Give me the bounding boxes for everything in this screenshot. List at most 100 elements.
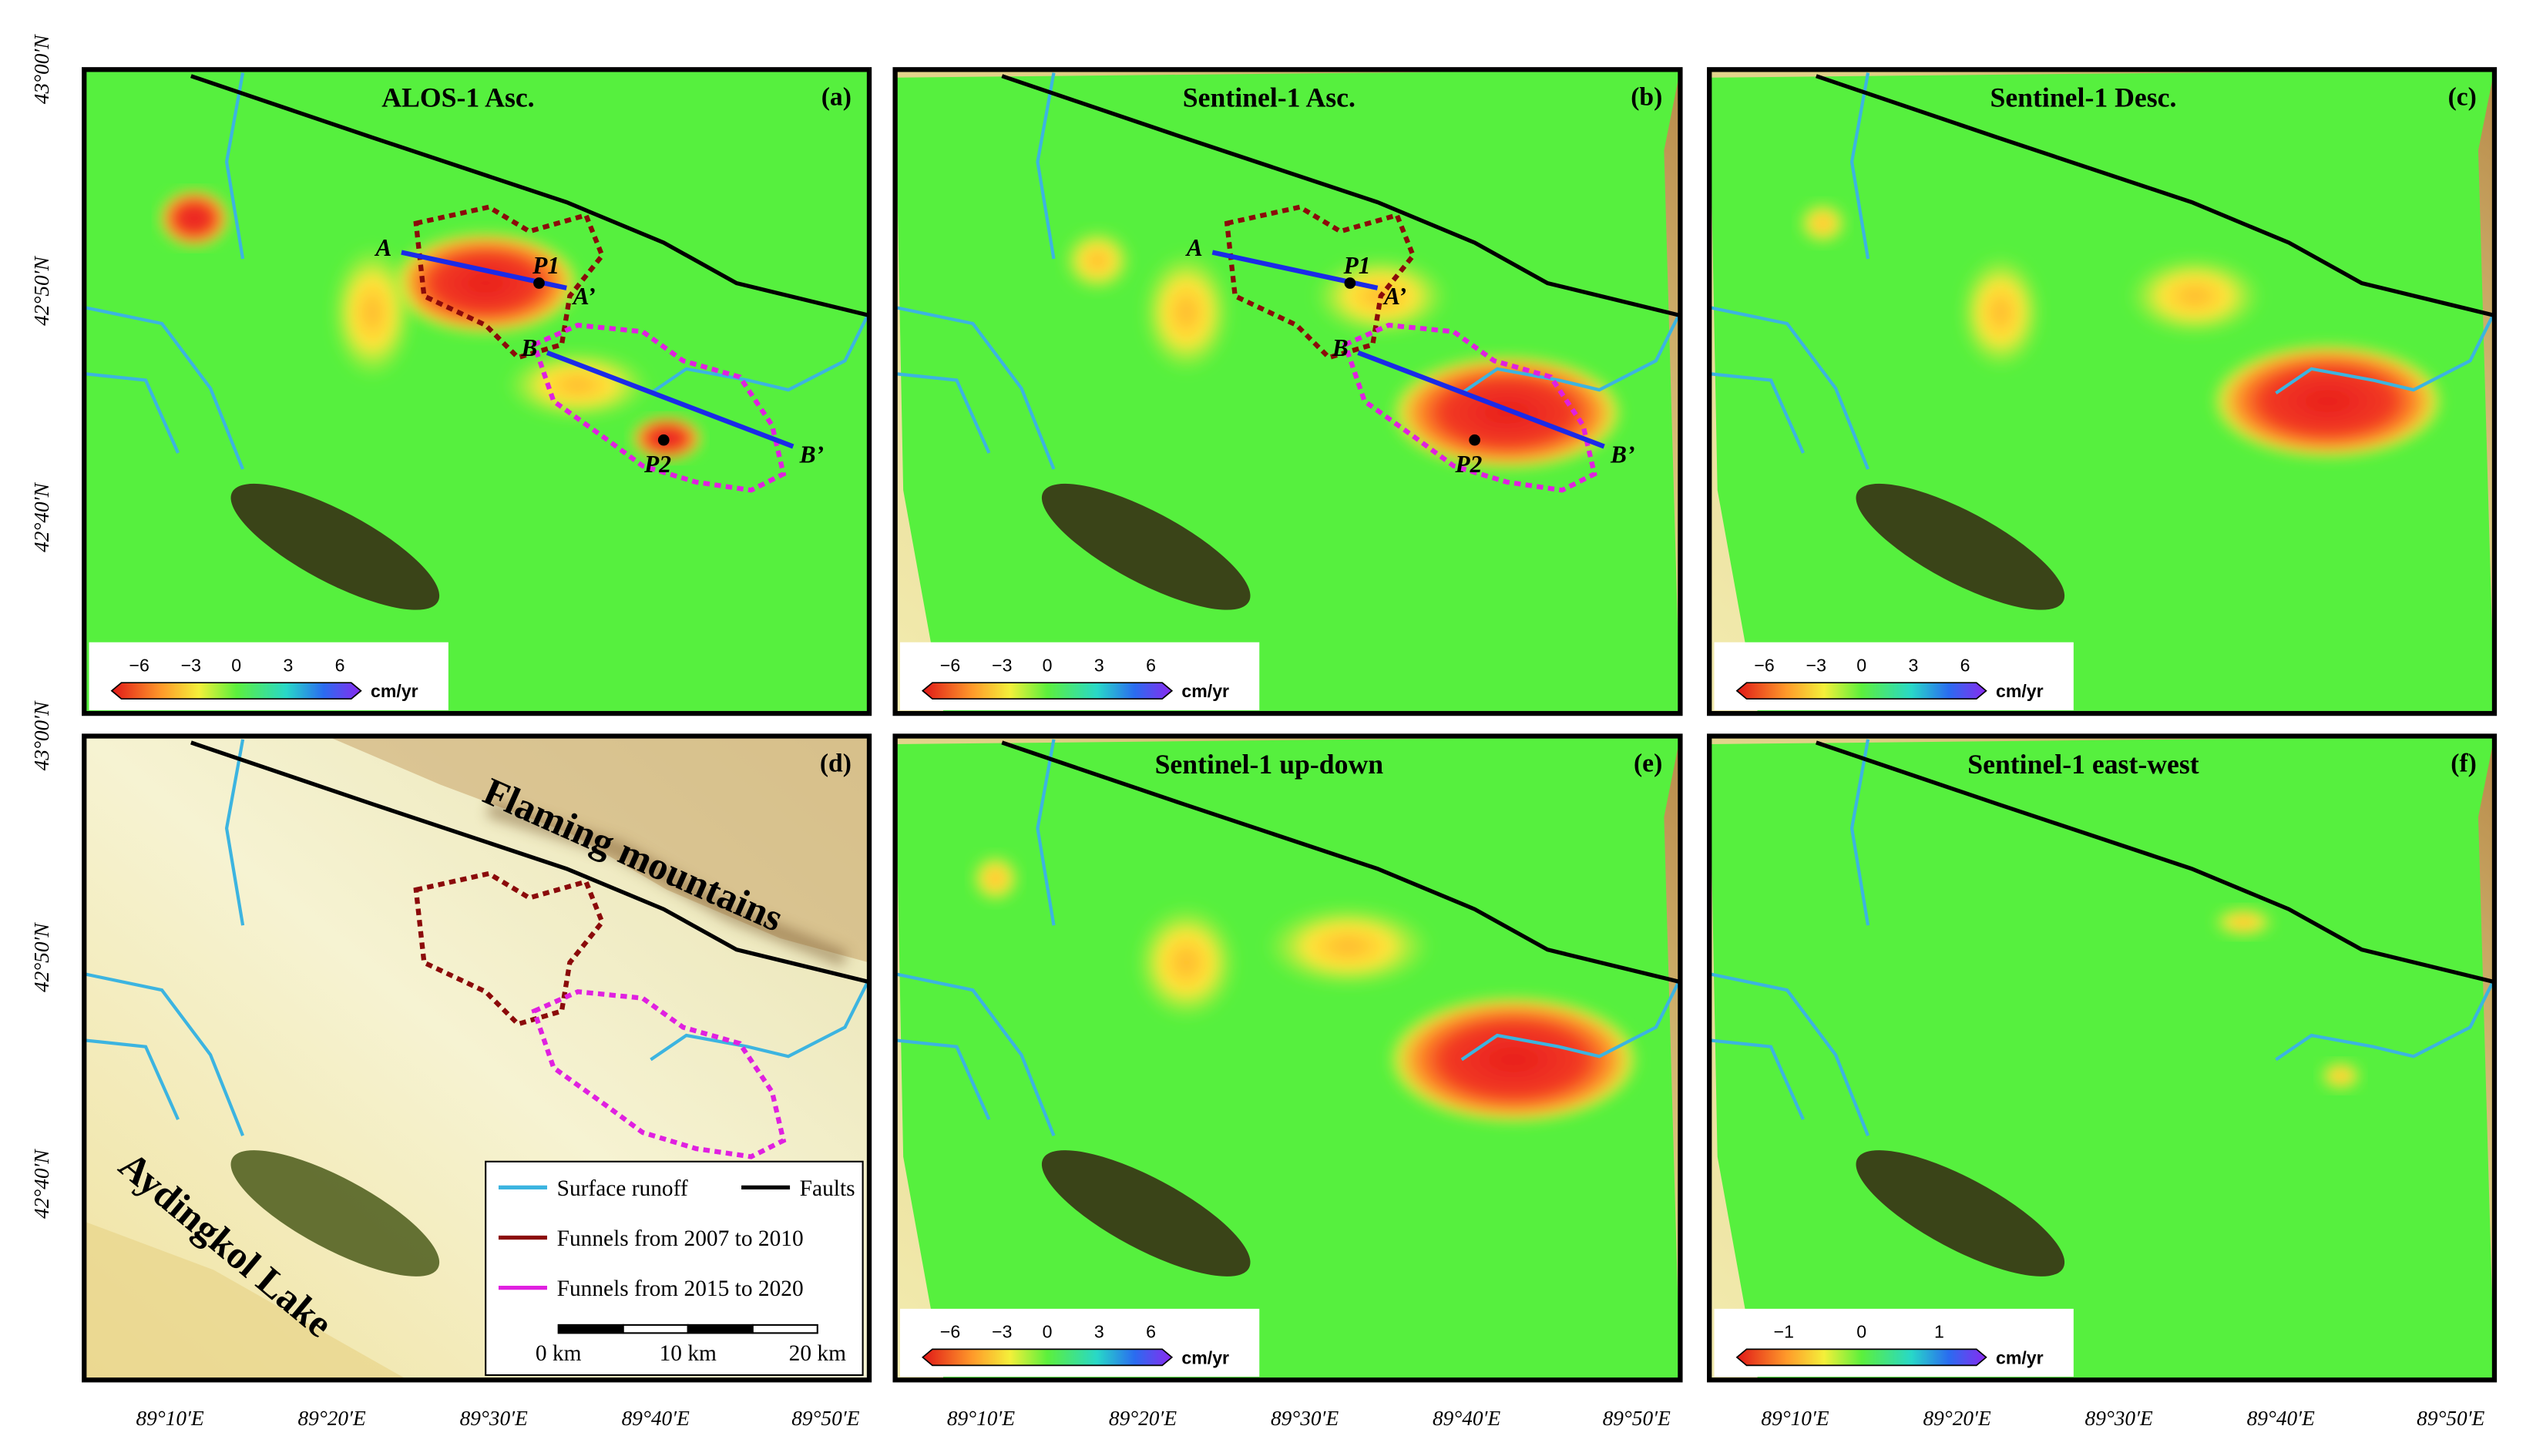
legend-label: Funnels from 2015 to 2020 bbox=[557, 1277, 804, 1301]
point-label: P1 bbox=[532, 252, 559, 279]
legend-label: Faults bbox=[800, 1176, 855, 1201]
map-content bbox=[895, 736, 1681, 1381]
funnel-2015-2020 bbox=[1342, 322, 1597, 493]
colorbar-tick: 6 bbox=[1146, 1322, 1156, 1342]
colorbar-tick: −3 bbox=[992, 1322, 1012, 1342]
lake-area bbox=[1856, 1150, 2065, 1277]
point bbox=[1344, 277, 1356, 289]
fault bbox=[190, 740, 870, 985]
point-label: P1 bbox=[1342, 252, 1370, 279]
funnel-2007-2010 bbox=[1224, 204, 1416, 361]
deformation-zone bbox=[2211, 906, 2276, 938]
frame bbox=[892, 733, 1683, 1383]
funnel-2015-2020 bbox=[531, 989, 787, 1159]
frame bbox=[1707, 733, 2498, 1383]
deformation-zone bbox=[1140, 250, 1232, 374]
river bbox=[650, 978, 870, 1062]
colorbar-tick: −3 bbox=[1806, 656, 1826, 676]
x-axis-label: 89°50′E bbox=[1603, 1407, 1671, 1430]
colorbar-tick: 6 bbox=[1960, 656, 1970, 676]
river bbox=[2275, 311, 2494, 395]
colorbar-tick: 0 bbox=[231, 656, 241, 676]
deformation-zone bbox=[1958, 253, 2043, 371]
fault bbox=[1001, 740, 1681, 985]
lake-area bbox=[1041, 1150, 1251, 1277]
colorbar-unit: cm/yr bbox=[1996, 1347, 2044, 1367]
legend-label: Funnels from 2007 to 2010 bbox=[557, 1226, 804, 1251]
river bbox=[1709, 305, 1870, 470]
river bbox=[2275, 978, 2494, 1062]
colorbar-unit: cm/yr bbox=[1181, 1347, 1229, 1367]
river bbox=[1849, 72, 1870, 260]
colorbar-tick: −6 bbox=[940, 656, 960, 676]
panel-title: Sentinel-1 east-west bbox=[1967, 749, 2199, 780]
colorbar-tick: 0 bbox=[1856, 656, 1866, 676]
scale-segment bbox=[622, 1323, 689, 1334]
panel-title: ALOS-1 Asc. bbox=[381, 82, 534, 113]
x-axis-label: 89°50′E bbox=[791, 1407, 859, 1430]
x-axis-label: 89°40′E bbox=[1433, 1407, 1500, 1430]
colorbar-tick: −3 bbox=[181, 656, 201, 676]
panel-title: Sentinel-1 up-down bbox=[1155, 749, 1384, 780]
y-axis-label: 42°50′N bbox=[30, 922, 53, 992]
point bbox=[1469, 434, 1480, 446]
profile-line bbox=[1357, 350, 1605, 449]
river bbox=[895, 1038, 991, 1121]
deformation-zone bbox=[1796, 200, 1849, 247]
deformation-zone bbox=[969, 852, 1022, 904]
colorbar-tick: 3 bbox=[1094, 656, 1104, 676]
scale-label: 10 km bbox=[660, 1341, 717, 1366]
x-axis-label: 89°20′E bbox=[298, 1407, 366, 1430]
lake-area bbox=[230, 483, 440, 610]
fault bbox=[190, 74, 870, 318]
x-axis-label: 89°30′E bbox=[460, 1407, 528, 1430]
profile-end: A’ bbox=[1382, 283, 1406, 310]
profile-start: A bbox=[374, 234, 391, 261]
river bbox=[224, 72, 245, 260]
map-content bbox=[895, 69, 1681, 714]
frame bbox=[892, 67, 1683, 716]
river bbox=[650, 311, 870, 395]
deformation-zone bbox=[158, 189, 230, 248]
map-content bbox=[1709, 736, 2494, 1381]
colorbar: −6 −3 0 3 6 cm/yr bbox=[89, 642, 448, 710]
fault bbox=[1815, 740, 2494, 985]
map-content bbox=[1709, 69, 2494, 714]
colorbar-tick: 3 bbox=[283, 656, 293, 676]
river bbox=[895, 305, 1056, 470]
map-content bbox=[84, 69, 870, 714]
scale-label: 20 km bbox=[789, 1341, 846, 1366]
fault bbox=[1815, 74, 2494, 318]
panel-letter: (c) bbox=[2448, 83, 2477, 112]
colorbar-tick: 0 bbox=[1856, 1322, 1866, 1342]
frame bbox=[82, 67, 872, 716]
y-axis-label: 43°00′N bbox=[30, 700, 53, 770]
funnel-2007-2010 bbox=[413, 871, 606, 1027]
colorbar-tick: −6 bbox=[129, 656, 149, 676]
river bbox=[224, 739, 245, 926]
profile-end: B’ bbox=[799, 441, 825, 468]
legend: Surface runoff Faults Funnels from 2007 to… bbox=[485, 1160, 864, 1377]
deformation-field bbox=[1709, 736, 2494, 1381]
y-axis-label: 42°40′N bbox=[30, 481, 53, 552]
x-axis-label: 89°20′E bbox=[1923, 1407, 1991, 1430]
profile-start: B bbox=[1332, 334, 1349, 361]
ridge bbox=[486, 800, 848, 968]
colorbar-unit: cm/yr bbox=[1996, 681, 2044, 701]
panel-title: Sentinel-1 Desc. bbox=[1990, 82, 2176, 113]
y-axis-label: 42°40′N bbox=[30, 1149, 53, 1219]
colorbar-tick: 3 bbox=[1094, 1322, 1104, 1342]
x-axis-label: 89°20′E bbox=[1109, 1407, 1177, 1430]
scale-segment bbox=[557, 1323, 624, 1334]
x-axis-label: 89°30′E bbox=[2085, 1407, 2153, 1430]
deformation-zone bbox=[1134, 904, 1238, 1022]
x-axis-label: 89°30′E bbox=[1271, 1407, 1339, 1430]
profile-start: B bbox=[520, 334, 537, 361]
colorbar: −6 −3 0 3 6 cm/yr bbox=[1714, 642, 2074, 710]
river bbox=[1709, 972, 1870, 1136]
scale-segment bbox=[751, 1323, 818, 1334]
colorbar-tick: −1 bbox=[1774, 1322, 1794, 1342]
deformation-zone bbox=[1061, 228, 1134, 294]
funnel-2007-2010 bbox=[413, 204, 606, 361]
panel-letter: (a) bbox=[821, 83, 852, 112]
